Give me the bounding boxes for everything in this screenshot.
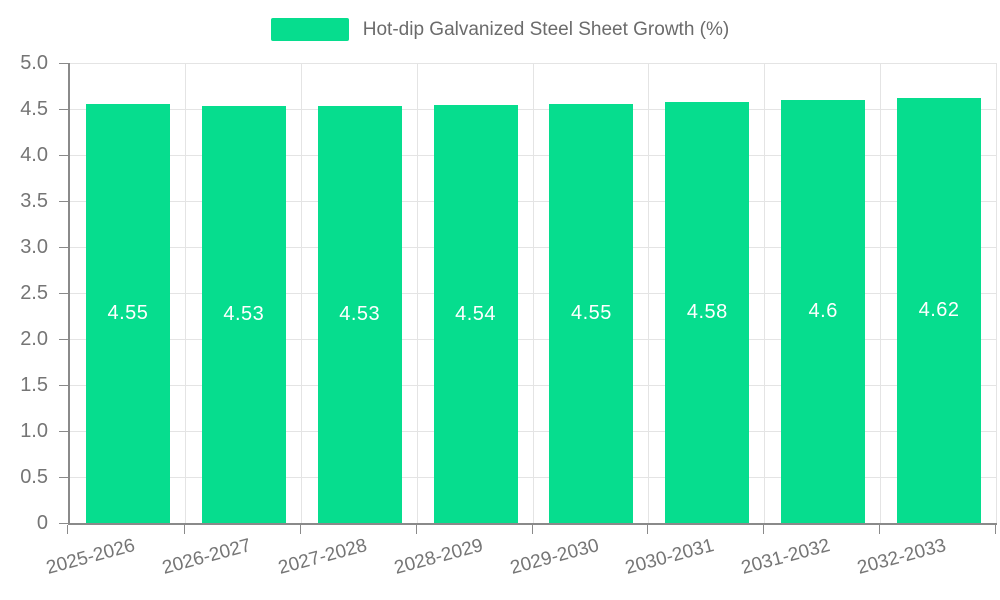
y-axis-label: 1.0 xyxy=(20,420,48,442)
y-gridline xyxy=(70,63,997,64)
y-axis-tick xyxy=(59,293,68,294)
x-axis-tick xyxy=(67,525,68,534)
y-axis-tick xyxy=(59,431,68,432)
x-gridline xyxy=(648,63,650,523)
x-axis-tick xyxy=(647,525,649,534)
y-axis-label: 2.0 xyxy=(20,328,48,350)
y-axis-label: 1.5 xyxy=(20,374,48,396)
x-axis-tick xyxy=(531,525,533,534)
y-gridline xyxy=(70,201,997,202)
x-axis-label: 2028-2029 xyxy=(391,535,485,579)
y-gridline xyxy=(70,431,997,432)
x-axis-tick xyxy=(995,525,996,534)
x-gridline xyxy=(996,63,997,523)
legend-swatch xyxy=(270,18,349,41)
y-axis-label: 3.5 xyxy=(20,190,48,212)
x-axis-label: 2029-2030 xyxy=(507,535,601,579)
x-axis-label: 2026-2027 xyxy=(160,535,254,579)
y-axis-tick xyxy=(59,523,68,524)
x-gridline xyxy=(764,63,766,523)
y-axis-label: 0 xyxy=(36,512,48,534)
legend[interactable]: Hot-dip Galvanized Steel Sheet Growth (%… xyxy=(0,18,1000,41)
y-axis-label: 4.0 xyxy=(20,144,48,166)
y-gridline xyxy=(70,109,997,110)
y-axis-tick xyxy=(59,63,68,64)
bar-value-label: 4.53 xyxy=(339,303,381,326)
bar[interactable]: 4.55 xyxy=(85,104,170,523)
y-axis-label: 4.5 xyxy=(20,98,48,120)
x-gridline xyxy=(300,63,302,523)
y-axis-tick xyxy=(59,339,68,340)
x-gridline xyxy=(416,63,418,523)
y-gridline xyxy=(70,293,997,294)
x-axis-label: 2032-2033 xyxy=(855,535,949,579)
x-axis-label: 2025-2026 xyxy=(44,535,138,579)
x-axis-tick xyxy=(763,525,765,534)
bar[interactable]: 4.58 xyxy=(665,101,750,523)
plot-area: 4.55 4.53 4.53 4.54 4.55 4.58 4.6 4.62 xyxy=(68,63,997,525)
y-axis-label: 3.0 xyxy=(20,236,48,258)
bar[interactable]: 4.6 xyxy=(781,99,866,523)
y-axis-tick xyxy=(59,109,68,110)
x-axis-label: 2027-2028 xyxy=(275,535,370,579)
y-axis-label: 0.5 xyxy=(20,466,48,488)
y-gridline xyxy=(70,385,997,386)
bar-value-label: 4.54 xyxy=(455,302,497,325)
x-axis-tick xyxy=(879,525,881,534)
bar[interactable]: 4.55 xyxy=(549,104,634,523)
y-axis-tick xyxy=(59,247,68,248)
bar[interactable]: 4.53 xyxy=(317,106,402,523)
y-gridline xyxy=(70,247,997,248)
bar-value-label: 4.62 xyxy=(918,298,960,321)
bar-value-label: 4.55 xyxy=(570,302,612,325)
y-gridline xyxy=(70,477,997,478)
bar-value-label: 4.53 xyxy=(223,303,265,326)
x-gridline xyxy=(532,63,534,523)
y-axis-label: 5.0 xyxy=(20,52,48,74)
bar[interactable]: 4.62 xyxy=(897,97,982,523)
y-axis-tick xyxy=(59,155,68,156)
bar-value-label: 4.55 xyxy=(107,302,149,325)
x-gridline xyxy=(184,63,186,523)
bar[interactable]: 4.54 xyxy=(433,105,518,523)
y-axis-tick xyxy=(59,385,68,386)
x-axis-tick xyxy=(183,525,185,534)
y-axis-tick xyxy=(59,477,68,478)
x-axis-label: 2031-2032 xyxy=(739,535,833,579)
x-axis-tick xyxy=(299,525,301,534)
x-axis-tick xyxy=(415,525,417,534)
bar[interactable]: 4.53 xyxy=(201,106,286,523)
y-gridline xyxy=(70,339,997,340)
bar-value-label: 4.58 xyxy=(686,300,728,323)
x-axis-label: 2030-2031 xyxy=(623,535,717,579)
y-gridline xyxy=(70,155,997,156)
x-gridline xyxy=(880,63,882,523)
y-axis-label: 2.5 xyxy=(20,282,48,304)
legend-label: Hot-dip Galvanized Steel Sheet Growth (%… xyxy=(362,19,730,40)
y-axis-tick xyxy=(59,201,68,202)
bar-value-label: 4.6 xyxy=(808,299,838,322)
